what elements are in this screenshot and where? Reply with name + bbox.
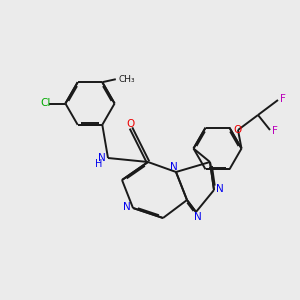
- Text: N: N: [170, 162, 178, 172]
- Text: CH₃: CH₃: [118, 75, 135, 84]
- Text: O: O: [234, 125, 242, 135]
- Text: F: F: [280, 94, 285, 103]
- Text: N: N: [194, 212, 201, 222]
- Text: H: H: [95, 159, 103, 169]
- Text: N: N: [215, 184, 223, 194]
- Text: N: N: [123, 202, 131, 212]
- Text: Cl: Cl: [40, 98, 50, 109]
- Text: F: F: [272, 126, 278, 136]
- Text: O: O: [126, 119, 134, 129]
- Text: N: N: [98, 153, 106, 163]
